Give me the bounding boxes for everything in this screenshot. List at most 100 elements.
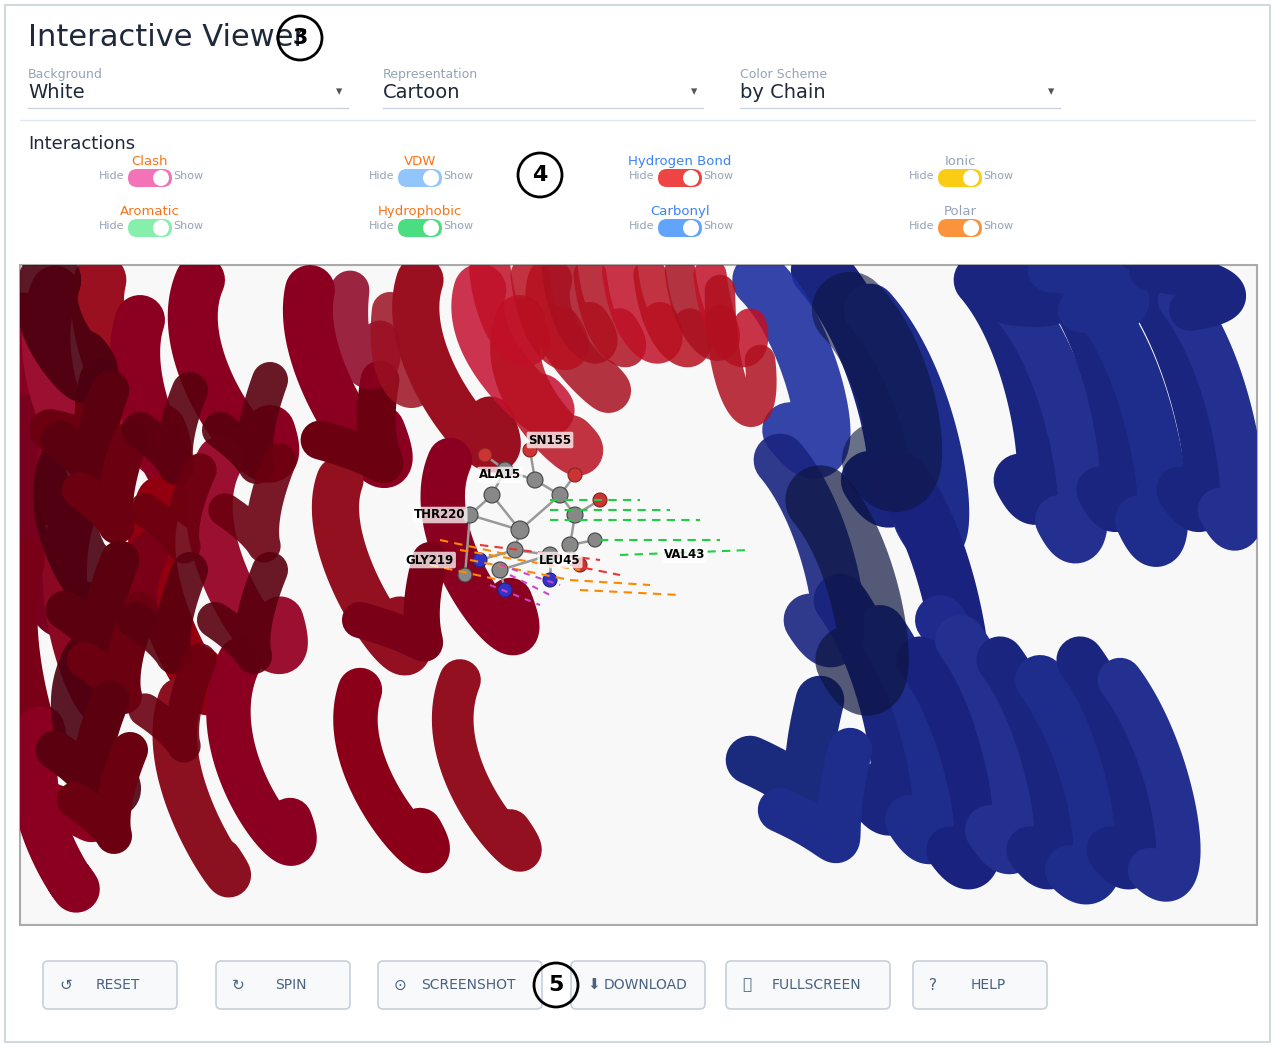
- Text: ALA15: ALA15: [479, 468, 521, 482]
- Text: ▾: ▾: [691, 85, 697, 98]
- Text: ⬇: ⬇: [586, 978, 599, 993]
- Text: SCREENSHOT: SCREENSHOT: [421, 978, 515, 992]
- Circle shape: [462, 507, 478, 524]
- Text: by Chain: by Chain: [740, 83, 826, 102]
- Text: ▾: ▾: [1048, 85, 1054, 98]
- Text: Interactive Viewer: Interactive Viewer: [28, 23, 306, 52]
- Circle shape: [153, 220, 170, 236]
- Circle shape: [552, 487, 567, 503]
- Circle shape: [963, 170, 979, 186]
- Text: Background: Background: [28, 68, 103, 81]
- Circle shape: [567, 507, 583, 524]
- Circle shape: [527, 472, 543, 488]
- Text: 5: 5: [548, 975, 564, 995]
- Text: Color Scheme: Color Scheme: [740, 68, 827, 81]
- Circle shape: [458, 569, 472, 582]
- Text: Hide: Hide: [909, 171, 935, 181]
- Circle shape: [484, 487, 500, 503]
- Circle shape: [562, 537, 578, 553]
- Text: DOWNLOAD: DOWNLOAD: [604, 978, 689, 992]
- Text: Hide: Hide: [99, 221, 125, 231]
- FancyBboxPatch shape: [128, 219, 172, 237]
- Circle shape: [492, 562, 507, 578]
- Text: Hide: Hide: [630, 221, 655, 231]
- Circle shape: [567, 468, 581, 482]
- Text: Show: Show: [442, 221, 473, 231]
- Circle shape: [473, 553, 487, 567]
- Text: White: White: [28, 83, 84, 102]
- Text: Hydrogen Bond: Hydrogen Bond: [629, 155, 732, 168]
- Text: Hide: Hide: [370, 221, 395, 231]
- FancyBboxPatch shape: [658, 169, 703, 187]
- Text: ↺: ↺: [59, 978, 71, 993]
- FancyBboxPatch shape: [658, 219, 703, 237]
- FancyBboxPatch shape: [938, 219, 982, 237]
- FancyBboxPatch shape: [398, 219, 442, 237]
- FancyBboxPatch shape: [938, 169, 982, 187]
- Text: Hide: Hide: [370, 171, 395, 181]
- Circle shape: [683, 220, 699, 236]
- Text: Show: Show: [703, 221, 733, 231]
- Text: Cartoon: Cartoon: [382, 83, 460, 102]
- Text: 3: 3: [292, 28, 307, 48]
- Text: Show: Show: [983, 171, 1014, 181]
- Circle shape: [153, 170, 170, 186]
- FancyBboxPatch shape: [725, 961, 890, 1009]
- Circle shape: [542, 547, 558, 563]
- Text: VDW: VDW: [404, 155, 436, 168]
- Text: Ionic: Ionic: [945, 155, 975, 168]
- Text: Carbonyl: Carbonyl: [650, 205, 710, 218]
- Text: Aromatic: Aromatic: [120, 205, 180, 218]
- Text: Hide: Hide: [99, 171, 125, 181]
- Text: LEU45: LEU45: [539, 554, 581, 566]
- Text: Show: Show: [442, 171, 473, 181]
- Text: Show: Show: [983, 221, 1014, 231]
- Text: 4: 4: [533, 165, 548, 185]
- Circle shape: [499, 583, 513, 597]
- Text: ↻: ↻: [232, 978, 245, 993]
- FancyBboxPatch shape: [913, 961, 1047, 1009]
- Text: RESET: RESET: [96, 978, 140, 992]
- Text: ⤢: ⤢: [742, 978, 751, 993]
- FancyBboxPatch shape: [398, 169, 442, 187]
- Text: VAL43: VAL43: [664, 549, 705, 561]
- Text: ⊙: ⊙: [394, 978, 407, 993]
- Circle shape: [423, 220, 439, 236]
- Text: HELP: HELP: [970, 978, 1006, 992]
- Text: ▾: ▾: [337, 85, 342, 98]
- Circle shape: [507, 542, 523, 558]
- FancyBboxPatch shape: [215, 961, 351, 1009]
- Text: Hydrophobic: Hydrophobic: [377, 205, 462, 218]
- Circle shape: [963, 220, 979, 236]
- Circle shape: [478, 448, 492, 462]
- Text: FULLSCREEN: FULLSCREEN: [771, 978, 861, 992]
- Text: Interactions: Interactions: [28, 135, 135, 153]
- Text: Representation: Representation: [382, 68, 478, 81]
- Text: Hide: Hide: [909, 221, 935, 231]
- Circle shape: [593, 493, 607, 507]
- Text: GLY219: GLY219: [405, 554, 454, 566]
- FancyBboxPatch shape: [571, 961, 705, 1009]
- Text: ?: ?: [929, 978, 937, 993]
- Circle shape: [572, 558, 586, 572]
- Circle shape: [497, 462, 513, 478]
- Text: SN155: SN155: [528, 433, 571, 446]
- Text: THR220: THR220: [414, 509, 465, 521]
- Circle shape: [523, 443, 537, 456]
- Text: Show: Show: [173, 171, 203, 181]
- Text: Show: Show: [173, 221, 203, 231]
- Circle shape: [588, 533, 602, 547]
- FancyBboxPatch shape: [43, 961, 177, 1009]
- FancyBboxPatch shape: [128, 169, 172, 187]
- FancyBboxPatch shape: [377, 961, 542, 1009]
- Text: Clash: Clash: [131, 155, 168, 168]
- Text: Polar: Polar: [944, 205, 977, 218]
- Text: Hide: Hide: [630, 171, 655, 181]
- Circle shape: [511, 521, 529, 539]
- Circle shape: [423, 170, 439, 186]
- FancyBboxPatch shape: [20, 265, 1257, 925]
- Text: SPIN: SPIN: [275, 978, 307, 992]
- Circle shape: [543, 573, 557, 587]
- Text: Show: Show: [703, 171, 733, 181]
- Circle shape: [683, 170, 699, 186]
